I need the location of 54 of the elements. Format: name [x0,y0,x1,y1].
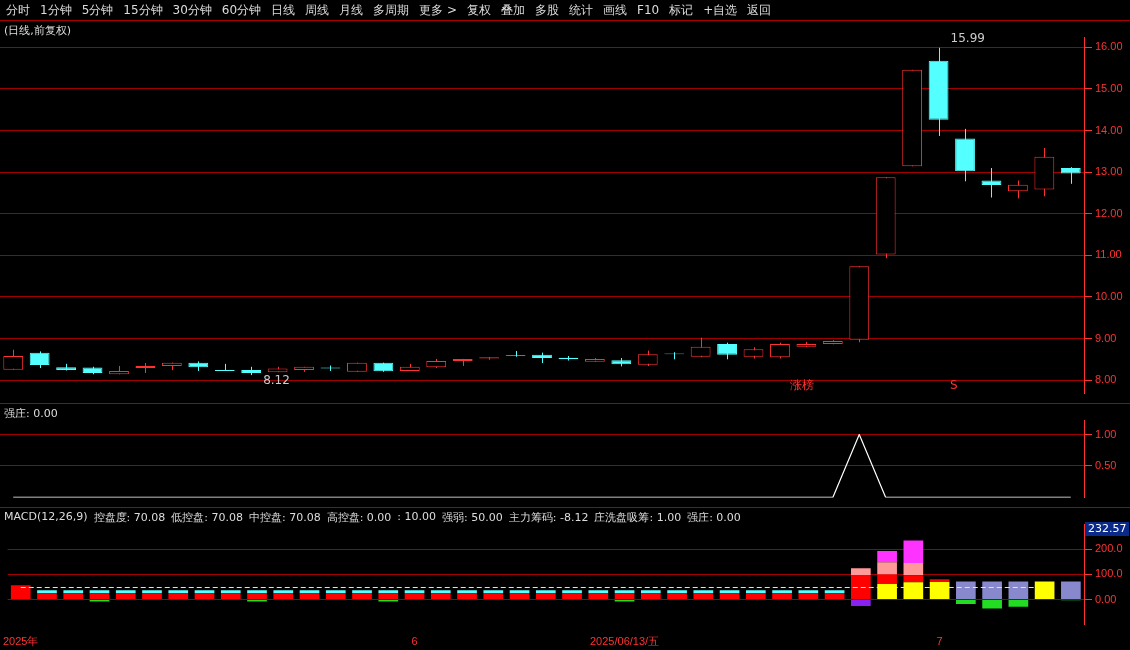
text: 多周期 [373,1,410,19]
annotation: 15.99 [950,30,985,45]
text: 叠加 [501,1,525,19]
text: 中控盘: 70.08 [248,510,321,525]
y-tick-label: 13.00 [1095,165,1123,178]
x-tick-label: 6 [411,635,418,648]
text: 日线 [271,1,296,19]
text: 60分钟 [221,1,262,19]
text: 强弱: 50.00 [442,510,503,525]
y-tick-label: 11.00 [1095,248,1122,261]
text: 15分钟 [123,1,163,19]
y-tick-label: 9.00 [1095,331,1117,344]
text: 标记 [669,1,694,19]
x-tick-label: 2025/06/13/五 [590,635,660,648]
text: : 10.00 [397,510,437,525]
text: 30分钟 [172,1,212,19]
y-tick-label: 100.0 [1095,567,1123,580]
text: 分时 [6,1,30,19]
annotation: 涨榜 [790,377,815,392]
y-tick-label: 12.00 [1095,206,1123,219]
y-tick-label: 0.00 [1095,592,1117,605]
text: 周线 [305,1,330,19]
text: F10 [637,3,660,17]
chart-title: MACD(12,26,9) [4,510,88,525]
text: 多股 [535,1,559,19]
y-tick-label: 0.50 [1095,458,1117,471]
chart-title: (日线,前复权) [4,23,72,38]
text: 月线 [339,1,364,19]
y-tick-label: 200.0 [1095,542,1123,555]
chart-title: 强庄: 0.00 [4,406,58,421]
text: 强庄: 0.00 [687,510,741,525]
y-tick-label: 16.00 [1095,40,1123,53]
text: 返回 [747,1,772,19]
annotation: S [950,377,958,392]
text: 232.57 [1088,521,1127,535]
text: 1分钟 [40,1,72,19]
y-tick-label: 1.00 [1095,427,1117,440]
y-tick-label: 14.00 [1095,123,1123,136]
text: 5分钟 [81,1,114,19]
text: 主力筹码: -8.12 [508,510,589,525]
text: 庄洗盘吸筹: 1.00 [594,510,682,525]
text: 画线 [603,1,627,19]
text: 控盘度: 70.08 [93,510,166,525]
text: +自选 [703,1,738,19]
y-tick-label: 15.00 [1095,82,1123,95]
x-tick-label: 2025年 [2,635,39,648]
text: 更多 > [419,1,457,19]
y-tick-label: 8.00 [1095,373,1117,386]
text: 低控盘: 70.08 [171,510,243,525]
text: 复权 [467,1,491,19]
text: 高控盘: 0.00 [326,510,392,525]
y-tick-label: 10.00 [1095,289,1123,302]
x-tick-label: 7 [936,635,943,648]
text: 统计 [569,1,593,19]
